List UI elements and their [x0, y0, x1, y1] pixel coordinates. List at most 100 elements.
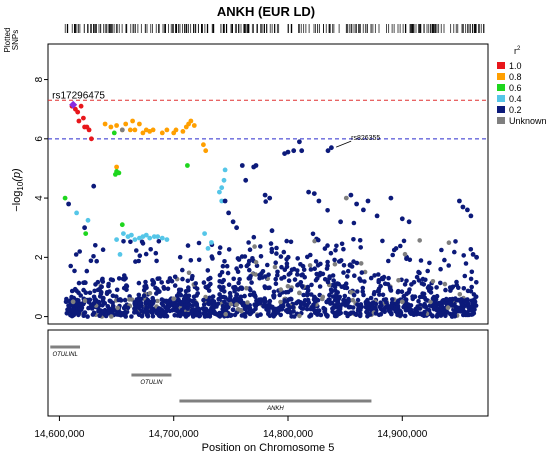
- snp-point: [180, 276, 185, 282]
- snp-point: [244, 285, 249, 291]
- snp-point: [304, 306, 310, 312]
- gene-track: OTULINL OTULIN ANKH: [50, 345, 372, 412]
- snp-point: [242, 293, 247, 299]
- snp-point: [154, 258, 159, 264]
- snp-point: [73, 252, 79, 257]
- snp-point: [239, 313, 245, 318]
- snp-point: [228, 301, 234, 307]
- snp-point-r2-0-2: [316, 198, 322, 204]
- snp-point: [77, 249, 82, 254]
- snp-point: [469, 269, 475, 275]
- snp-point: [201, 297, 206, 303]
- snp-point-r2-0-2: [468, 213, 474, 219]
- snp-point: [453, 304, 458, 310]
- snp-point: [299, 306, 305, 311]
- snp-point: [167, 298, 172, 303]
- snp-point-r2-0-4: [221, 177, 227, 183]
- snp-point: [402, 313, 408, 319]
- snp-point: [461, 253, 467, 258]
- snp-point: [373, 311, 379, 316]
- snp-point: [315, 308, 320, 314]
- snp-point: [366, 306, 372, 311]
- snp-point-r2-0-4: [205, 246, 211, 251]
- snp-point: [244, 263, 250, 269]
- snp-point: [177, 313, 183, 319]
- snp-point: [378, 312, 384, 317]
- snp-point: [417, 238, 423, 243]
- snp-point-r2-0-8: [191, 123, 197, 128]
- snp-point: [466, 305, 471, 310]
- snp-point: [97, 294, 103, 299]
- snp-point: [121, 239, 126, 244]
- snp-point: [258, 244, 263, 249]
- snp-point: [341, 263, 347, 268]
- snp-point: [129, 314, 134, 319]
- snp-point: [89, 302, 94, 308]
- snp-point: [253, 260, 259, 265]
- snp-point: [380, 238, 385, 244]
- snp-point: [327, 292, 332, 298]
- snp-point: [231, 276, 236, 282]
- x-tick-label: 14,900,000: [377, 429, 427, 440]
- snp-point: [139, 308, 144, 314]
- snp-point: [221, 277, 226, 283]
- snp-point-r2-0-2: [239, 163, 245, 168]
- snp-point-r2-0-8: [164, 127, 170, 133]
- snp-point: [411, 280, 417, 285]
- snp-point-r2-0-6: [83, 231, 89, 237]
- snp-point: [414, 274, 420, 280]
- snp-point: [437, 310, 443, 316]
- snp-point: [261, 304, 266, 309]
- snp-point: [376, 272, 381, 277]
- snp-point: [430, 296, 436, 301]
- snp-point: [442, 312, 448, 318]
- snp-point: [386, 275, 391, 281]
- legend-swatch: [497, 62, 505, 69]
- snp-point: [417, 306, 423, 311]
- snp-point: [299, 301, 304, 306]
- snp-point-r2-unknown: [171, 296, 177, 302]
- snp-point: [310, 231, 316, 237]
- snp-point: [386, 308, 392, 313]
- snp-point: [311, 302, 316, 308]
- snp-point: [281, 274, 287, 280]
- snp-point: [315, 312, 320, 317]
- snp-point: [336, 281, 342, 287]
- snp-point: [253, 303, 259, 309]
- snp-point: [106, 283, 111, 289]
- snp-point: [341, 297, 346, 303]
- snp-point: [421, 313, 427, 319]
- snp-point: [229, 312, 234, 318]
- snp-point: [72, 286, 78, 292]
- snp-point: [194, 302, 200, 308]
- snp-point: [216, 313, 221, 318]
- snp-point: [116, 297, 122, 303]
- snp-point-r2-0-4: [164, 237, 170, 243]
- snp-point: [85, 314, 90, 319]
- legend-swatch: [497, 117, 505, 124]
- snp-point: [461, 286, 467, 291]
- snp-point: [389, 311, 394, 317]
- snp-point-r2-unknown: [70, 299, 76, 305]
- snp-point: [241, 300, 246, 306]
- snp-point: [209, 254, 215, 259]
- snp-point: [91, 310, 97, 316]
- snp-point: [262, 285, 268, 291]
- snp-point-r2-0-8: [159, 130, 165, 136]
- snp-point-r2-0-2: [297, 139, 302, 145]
- snp-point: [282, 298, 288, 303]
- snp-point: [217, 250, 222, 256]
- snp-point-r2-0-4: [147, 235, 153, 241]
- snp-point: [219, 294, 224, 300]
- legend-label: 0.4: [509, 94, 522, 104]
- snp-point: [421, 282, 427, 287]
- snp-point: [286, 278, 292, 284]
- snp-point: [389, 303, 394, 309]
- snp-point: [222, 259, 227, 264]
- snp-point: [183, 289, 189, 294]
- snp-point: [335, 301, 340, 306]
- snp-point-r2-0-2: [82, 225, 87, 231]
- snp-point: [278, 299, 283, 305]
- snp-point: [470, 312, 475, 317]
- snp-point: [332, 261, 338, 267]
